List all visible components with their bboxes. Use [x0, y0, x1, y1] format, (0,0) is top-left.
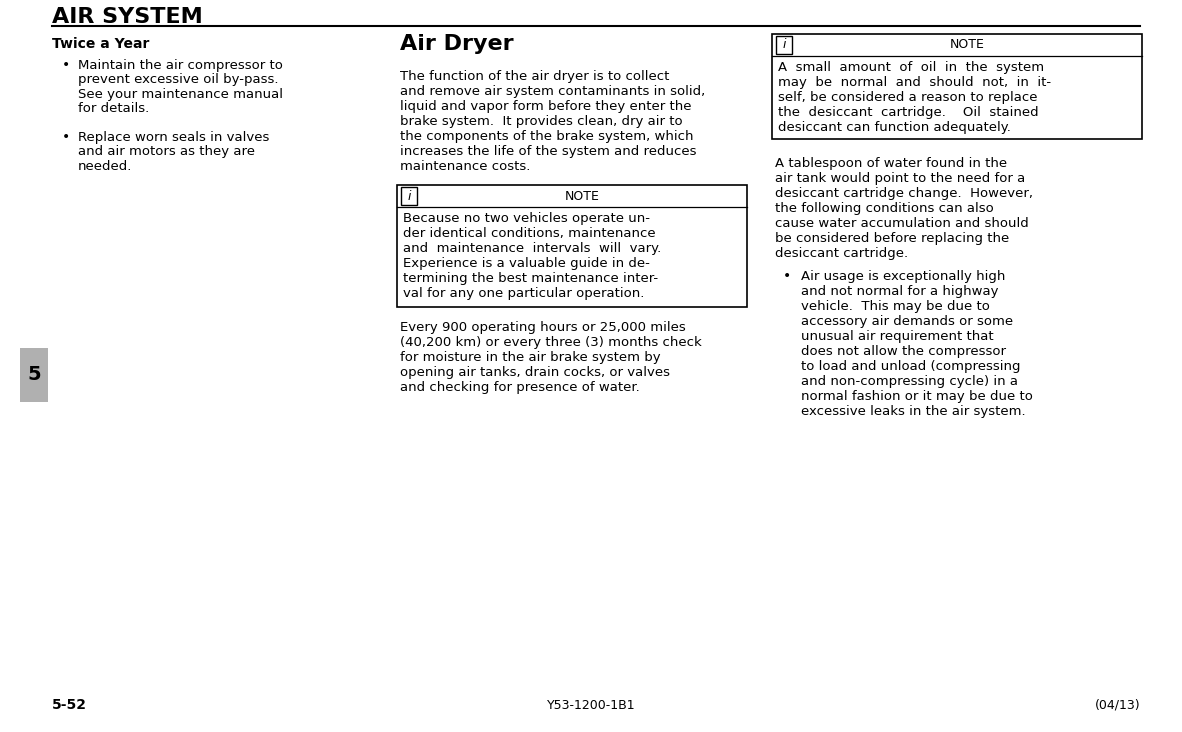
Text: vehicle.  This may be due to: vehicle. This may be due to [801, 300, 989, 313]
Text: val for any one particular operation.: val for any one particular operation. [403, 287, 644, 300]
Text: Because no two vehicles operate un-: Because no two vehicles operate un- [403, 212, 650, 225]
Text: unusual air requirement that: unusual air requirement that [801, 330, 994, 343]
Text: brake system.  It provides clean, dry air to: brake system. It provides clean, dry air… [400, 115, 683, 128]
Text: for moisture in the air brake system by: for moisture in the air brake system by [400, 351, 661, 364]
Text: termining the best maintenance inter-: termining the best maintenance inter- [403, 272, 658, 285]
Text: the components of the brake system, which: the components of the brake system, whic… [400, 130, 694, 143]
Text: needed.: needed. [78, 160, 132, 173]
Text: to load and unload (compressing: to load and unload (compressing [801, 360, 1020, 373]
Text: •: • [61, 130, 70, 144]
Text: Every 900 operating hours or 25,000 miles: Every 900 operating hours or 25,000 mile… [400, 321, 686, 334]
Text: Experience is a valuable guide in de-: Experience is a valuable guide in de- [403, 257, 650, 270]
Text: be considered before replacing the: be considered before replacing the [775, 232, 1009, 245]
Text: der identical conditions, maintenance: der identical conditions, maintenance [403, 227, 656, 240]
Text: does not allow the compressor: does not allow the compressor [801, 345, 1006, 358]
Text: i: i [408, 190, 411, 203]
Text: A tablespoon of water found in the: A tablespoon of water found in the [775, 157, 1007, 170]
Text: and non-compressing cycle) in a: and non-compressing cycle) in a [801, 375, 1018, 388]
Text: (04/13): (04/13) [1095, 699, 1139, 712]
Text: cause water accumulation and should: cause water accumulation and should [775, 217, 1028, 230]
Text: Air Dryer: Air Dryer [400, 34, 514, 54]
Text: and remove air system contaminants in solid,: and remove air system contaminants in so… [400, 85, 706, 98]
Text: 5-52: 5-52 [52, 698, 87, 712]
Text: The function of the air dryer is to collect: The function of the air dryer is to coll… [400, 70, 669, 83]
Text: •: • [782, 269, 791, 283]
Text: Maintain the air compressor to: Maintain the air compressor to [78, 59, 282, 72]
Text: AIR SYSTEM: AIR SYSTEM [52, 7, 203, 27]
Bar [397, 185, 747, 307]
Text: liquid and vapor form before they enter the: liquid and vapor form before they enter … [400, 100, 691, 113]
Text: the  desiccant  cartridge.    Oil  stained: the desiccant cartridge. Oil stained [778, 106, 1039, 119]
Text: NOTE: NOTE [949, 39, 985, 51]
Text: the following conditions can also: the following conditions can also [775, 202, 994, 215]
Text: Y53-1200-1B1: Y53-1200-1B1 [547, 699, 635, 712]
Text: increases the life of the system and reduces: increases the life of the system and red… [400, 145, 696, 158]
Text: 5: 5 [27, 365, 41, 384]
Text: A  small  amount  of  oil  in  the  system: A small amount of oil in the system [778, 61, 1044, 74]
Text: air tank would point to the need for a: air tank would point to the need for a [775, 172, 1025, 185]
Text: maintenance costs.: maintenance costs. [400, 160, 531, 173]
Text: desiccant cartridge change.  However,: desiccant cartridge change. However, [775, 187, 1033, 200]
Text: for details.: for details. [78, 102, 149, 116]
Text: desiccant can function adequately.: desiccant can function adequately. [778, 121, 1011, 134]
Text: and  maintenance  intervals  will  vary.: and maintenance intervals will vary. [403, 242, 661, 255]
Text: may  be  normal  and  should  not,  in  it-: may be normal and should not, in it- [778, 76, 1051, 89]
Text: desiccant cartridge.: desiccant cartridge. [775, 247, 908, 260]
Text: (40,200 km) or every three (3) months check: (40,200 km) or every three (3) months ch… [400, 336, 702, 349]
Bar [777, 36, 792, 54]
Text: NOTE: NOTE [565, 190, 599, 203]
Text: excessive leaks in the air system.: excessive leaks in the air system. [801, 405, 1026, 418]
Bar [401, 187, 417, 205]
Text: See your maintenance manual: See your maintenance manual [78, 88, 282, 101]
Text: normal fashion or it may be due to: normal fashion or it may be due to [801, 390, 1033, 403]
Text: Air usage is exceptionally high: Air usage is exceptionally high [801, 270, 1006, 283]
Text: Twice a Year: Twice a Year [52, 37, 149, 51]
Text: accessory air demands or some: accessory air demands or some [801, 315, 1013, 328]
Text: Replace worn seals in valves: Replace worn seals in valves [78, 131, 269, 144]
Text: self, be considered a reason to replace: self, be considered a reason to replace [778, 91, 1038, 104]
Text: •: • [61, 58, 70, 72]
Bar [20, 348, 48, 402]
Text: prevent excessive oil by-pass.: prevent excessive oil by-pass. [78, 73, 279, 86]
Text: and not normal for a highway: and not normal for a highway [801, 285, 999, 298]
Text: and checking for presence of water.: and checking for presence of water. [400, 381, 639, 394]
Text: and air motors as they are: and air motors as they are [78, 146, 255, 159]
Text: opening air tanks, drain cocks, or valves: opening air tanks, drain cocks, or valve… [400, 366, 670, 379]
Text: i: i [782, 39, 786, 51]
Bar [772, 34, 1142, 139]
